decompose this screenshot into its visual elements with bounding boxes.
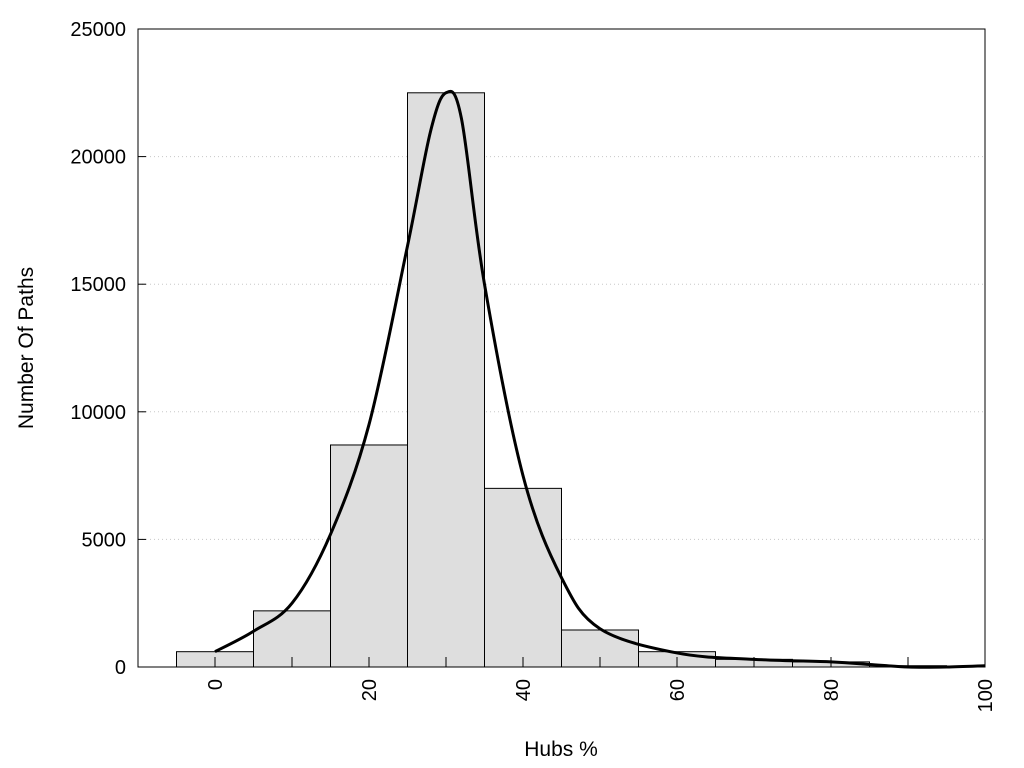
y-axis-ticks: 0 5000 10000 15000 20000 25000 xyxy=(70,19,146,679)
density-curve xyxy=(214,89,986,669)
x-tick-label: 80 xyxy=(821,679,843,701)
x-tick-label: 100 xyxy=(975,679,997,712)
histogram-bar xyxy=(407,92,485,668)
y-tick-label: 10000 xyxy=(70,402,126,424)
y-axis-title: Number Of Paths xyxy=(15,267,38,429)
y-tick-label: 20000 xyxy=(70,147,126,169)
x-axis-ticks: 0 20 40 60 80 100 xyxy=(205,657,997,712)
y-tick-label: 15000 xyxy=(70,274,126,296)
y-tick-label: 25000 xyxy=(70,19,126,41)
y-tick-label: 5000 xyxy=(82,529,127,551)
y-tick-label: 0 xyxy=(115,657,126,679)
x-tick-label: 20 xyxy=(359,679,381,701)
x-tick-label: 40 xyxy=(513,679,535,701)
histogram-bar xyxy=(484,487,562,668)
grid-lines xyxy=(138,156,985,540)
plot-frame xyxy=(137,28,986,668)
histogram-bar xyxy=(330,444,408,668)
x-tick-label: 0 xyxy=(205,679,227,690)
x-tick-label: 60 xyxy=(667,679,689,701)
x-axis-title: Hubs % xyxy=(524,738,598,761)
